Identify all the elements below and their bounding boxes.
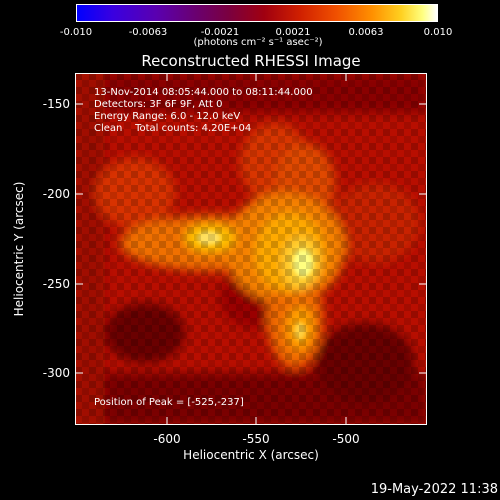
colorbar-tick: 0.010 — [423, 27, 453, 38]
y-tick-label: -250 — [42, 277, 70, 291]
plot-frame — [75, 73, 427, 425]
x-tick-label: -600 — [153, 432, 181, 446]
x-tick-label: -500 — [332, 432, 360, 446]
energy-range-text: Energy Range: 6.0 - 12.0 keV — [94, 111, 241, 122]
colorbar-tick: -0.010 — [59, 27, 93, 38]
colorbar-tick: 0.0021 — [275, 27, 311, 38]
colorbar-tick: -0.0063 — [128, 27, 168, 38]
chart-title: Reconstructed RHESSI Image — [141, 52, 361, 70]
x-tick-label: -550 — [242, 432, 270, 446]
time-range-text: 13-Nov-2014 08:05:44.000 to 08:11:44.000 — [94, 87, 313, 98]
clean-counts-text: Clean Total counts: 4.20E+04 — [94, 123, 252, 134]
peak-position-text: Position of Peak = [-525,-237] — [94, 397, 244, 408]
footer-date: 19-May-2022 11:38 — [370, 482, 498, 497]
colorbar-units: (photons cm⁻² s⁻¹ asec⁻²) — [193, 37, 323, 48]
heatmap-image — [75, 73, 427, 425]
colorbar-tick: -0.0021 — [200, 27, 240, 38]
axis-ticks — [75, 73, 427, 425]
colorbar-tick: 0.0063 — [348, 27, 384, 38]
y-tick-label: -150 — [42, 97, 70, 111]
detectors-text: Detectors: 3F 6F 9F, Att 0 — [94, 99, 223, 110]
y-axis-label: Heliocentric Y (arcsec) — [12, 181, 26, 317]
colorbar — [76, 4, 438, 22]
y-tick-label: -200 — [42, 187, 70, 201]
y-tick-label: -300 — [42, 366, 70, 380]
x-axis-label: Heliocentric X (arcsec) — [183, 448, 319, 462]
